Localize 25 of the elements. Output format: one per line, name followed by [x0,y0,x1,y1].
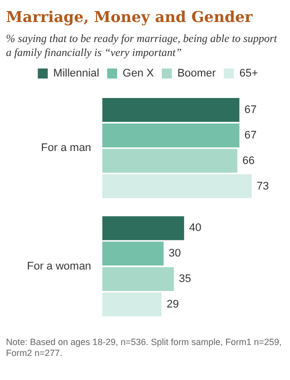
y-tick-label: For a man [41,142,92,154]
bar [102,98,240,122]
chart-title: Marriage, Money and Gender [6,8,254,26]
text: Note: Based on ages 18-29, n=536. Split form sample, Form1 n=259, Form2 n=277. [6,337,283,359]
bar [102,216,184,240]
legend-label: Millennial [53,68,100,80]
bar [102,148,238,173]
data-label: 73 [256,180,269,192]
data-label: 30 [168,248,181,260]
bar [102,292,162,316]
data-label: 66 [242,154,255,167]
bar [102,242,164,266]
data-label: 67 [244,129,257,142]
chart-subtitle: % saying that to be ready for marriage, being able to support a family financially is “very important” [6,32,278,60]
bar [102,267,174,291]
data-label: 40 [189,222,202,234]
legend-label: Gen X [122,68,154,80]
bar [102,174,252,198]
y-tick-label: For a woman [26,260,92,272]
data-label: 29 [166,298,179,310]
bar [102,123,240,148]
legend-label: 65+ [239,68,258,80]
legend-label: Boomer [177,68,216,80]
data-label: 35 [178,273,192,286]
data-label: 67 [244,104,257,116]
